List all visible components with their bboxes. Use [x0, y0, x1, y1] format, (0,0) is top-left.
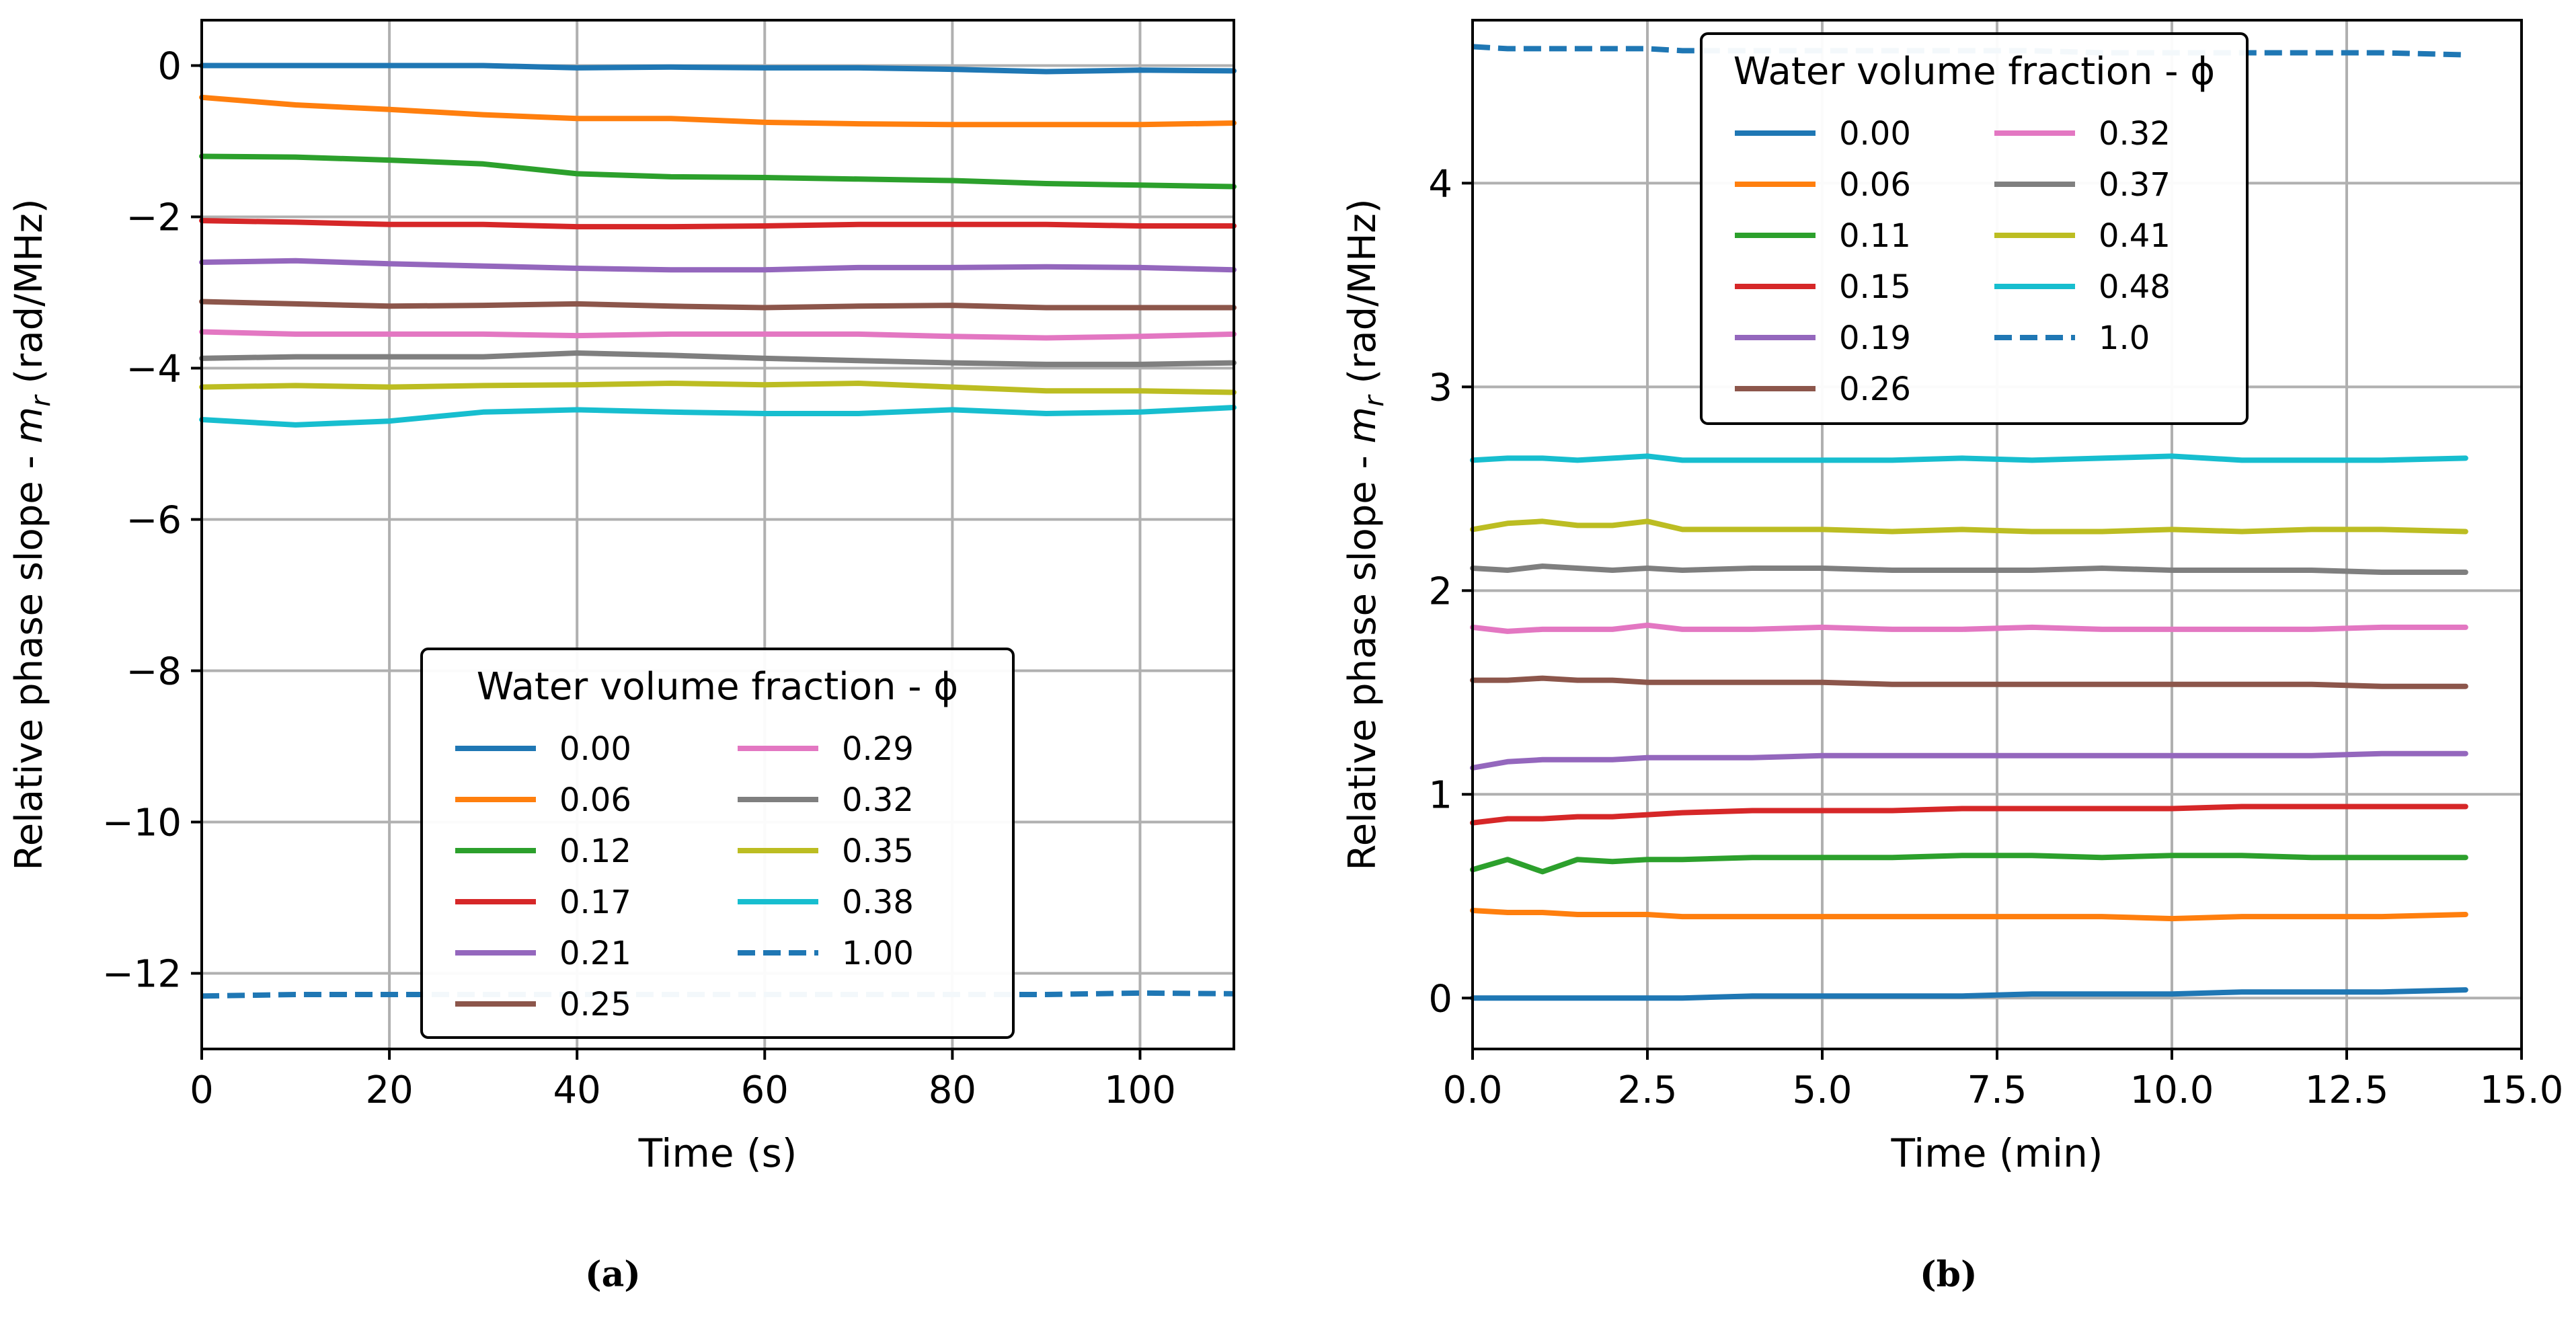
- series-line-0.19: [1470, 750, 2468, 771]
- legend-title: Water volume fraction - ϕ: [1733, 50, 2215, 93]
- x-tick-label: 2.5: [1617, 1068, 1677, 1112]
- legend-label: 0.29: [842, 730, 914, 768]
- legend-box: [420, 648, 1015, 1039]
- chart-panel-a: 0 20 40 60 80 100 0 −2 −4 −6 −8 −10 −12 Time (s) Relat…: [7, 19, 1237, 1176]
- series-line-0.26: [1470, 675, 2468, 689]
- axes-frame: [200, 19, 1235, 1050]
- y-axis-label: Relative phase slope - mr (rad/MHz): [7, 198, 56, 870]
- legend: Water volume fraction - ϕ 0.00 0.06 0.11 0.1…: [1700, 32, 2249, 425]
- x-tick-label: 10.0: [2130, 1068, 2214, 1112]
- y-axis-label-symbol: m: [1341, 407, 1384, 444]
- y-tick-label: 3: [1428, 366, 1452, 410]
- legend-box: [1700, 32, 2249, 425]
- series-line-0.00: [199, 63, 1237, 75]
- series-line-0.00: [1470, 987, 2468, 1001]
- series-line-0.38: [199, 405, 1237, 428]
- y-tick-label: −10: [102, 802, 182, 845]
- y-axis-label-part: Relative phase slope -: [1341, 443, 1384, 870]
- chart-panel-b: 0.0 2.5 5.0 7.5 10.0 12.5 15.0 0 1 2 3 4 Time (min) R…: [1341, 19, 2564, 1176]
- x-axis-label: Time (min): [1890, 1130, 2103, 1176]
- y-tick-label: −2: [126, 196, 182, 240]
- legend-label: 0.00: [1839, 115, 1911, 153]
- y-axis-label-subscript: r: [1359, 394, 1390, 407]
- x-tick-label: 40: [553, 1068, 601, 1112]
- y-tick-label: −6: [126, 499, 182, 543]
- x-tick-label: 5.0: [1792, 1068, 1852, 1112]
- legend-label: 0.48: [2099, 268, 2171, 306]
- caption-b: (b): [1920, 1254, 1978, 1295]
- x-tick-label: 100: [1104, 1068, 1176, 1112]
- series-line-0.12: [199, 153, 1237, 190]
- legend-label: 0.35: [842, 832, 914, 870]
- series-line-0.11: [1470, 853, 2468, 875]
- y-axis-label-part: (rad/MHz): [1341, 198, 1384, 395]
- x-tick-label: 20: [365, 1068, 413, 1112]
- legend-label: 1.0: [2099, 319, 2150, 357]
- legend-label: 0.12: [559, 832, 631, 870]
- y-tick-label: 2: [1428, 570, 1452, 613]
- x-tick-label: 60: [741, 1068, 789, 1112]
- legend-label: 0.17: [559, 884, 631, 921]
- legend: Water volume fraction - ϕ 0.00 0.06 0.12 0.1…: [420, 648, 1015, 1039]
- legend-label: 0.21: [559, 935, 631, 972]
- series-line-0.37: [1470, 563, 2468, 575]
- y-axis-label-subscript: r: [26, 394, 56, 407]
- y-axis-label-symbol: m: [7, 407, 51, 444]
- legend-label: 0.00: [559, 730, 631, 768]
- legend-label: 0.25: [559, 986, 631, 1023]
- series-line-0.17: [199, 218, 1237, 230]
- legend-label: 0.32: [2099, 115, 2171, 153]
- legend-label: 0.06: [1839, 166, 1911, 204]
- legend-label: 0.19: [1839, 319, 1911, 357]
- x-tick-label: 80: [929, 1068, 976, 1112]
- y-tick-label: 4: [1428, 162, 1452, 206]
- caption-a: (a): [585, 1254, 641, 1295]
- y-tick-label: −8: [126, 650, 182, 694]
- legend-label: 0.32: [842, 781, 914, 819]
- y-axis-label-part: Relative phase slope -: [7, 443, 51, 870]
- legend-label: 0.41: [2099, 217, 2171, 255]
- legend-label: 0.37: [2099, 166, 2171, 204]
- x-tick-label: 12.5: [2305, 1068, 2389, 1112]
- x-tick-label: 0.0: [1442, 1068, 1502, 1112]
- y-tick-label: 0: [1428, 977, 1452, 1021]
- series-line-0.29: [199, 329, 1237, 341]
- series-line-0.32: [199, 350, 1237, 367]
- series-line-0.48: [1470, 453, 2468, 463]
- legend-label: 0.06: [559, 781, 631, 819]
- y-axis-label-part: (rad/MHz): [7, 198, 51, 395]
- series-line-0.25: [199, 299, 1237, 311]
- legend-label: 1.00: [842, 935, 914, 972]
- x-tick-label: 0: [190, 1068, 214, 1112]
- series-line-0.06: [199, 94, 1237, 128]
- legend-label: 0.15: [1839, 268, 1911, 306]
- y-tick-label: −4: [126, 348, 182, 391]
- legend-label: 0.11: [1839, 217, 1911, 255]
- series-line-0.41: [1470, 518, 2468, 535]
- y-tick-label: 1: [1428, 773, 1452, 817]
- series-line-0.32: [1470, 622, 2468, 634]
- y-axis-label: Relative phase slope - mr (rad/MHz): [1341, 198, 1390, 870]
- series-line-0.35: [199, 381, 1237, 395]
- x-tick-label: 7.5: [1967, 1068, 2027, 1112]
- legend-label: 0.26: [1839, 371, 1911, 408]
- x-axis-label: Time (s): [638, 1130, 797, 1176]
- legend-label: 0.38: [842, 884, 914, 921]
- series-line-0.06: [1470, 908, 2468, 922]
- x-tick-label: 15.0: [2480, 1068, 2564, 1112]
- y-tick-label: 0: [157, 45, 182, 89]
- series-line-0.15: [1470, 804, 2468, 826]
- y-tick-label: −12: [102, 953, 182, 997]
- series-line-0.21: [199, 258, 1237, 273]
- legend-title: Water volume fraction - ϕ: [477, 665, 958, 709]
